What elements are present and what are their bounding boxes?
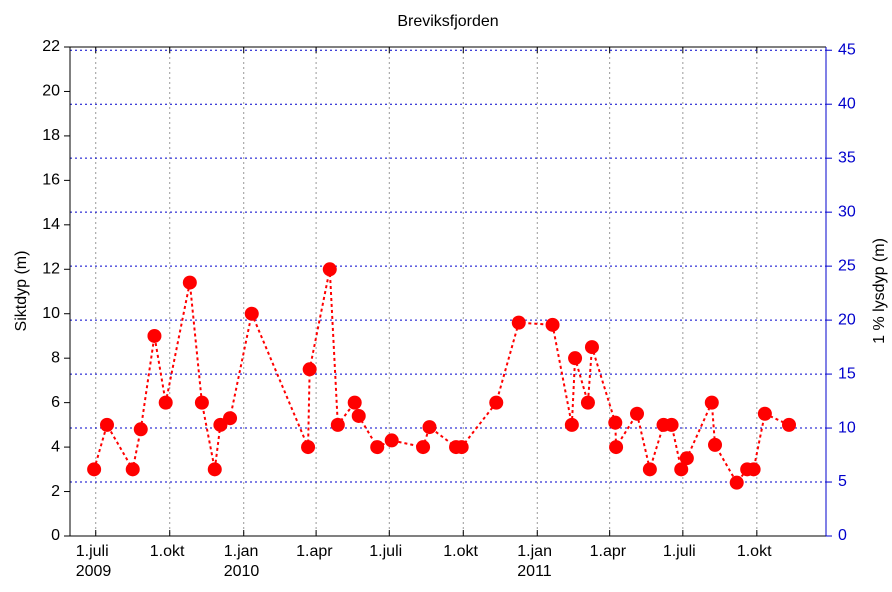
data-point <box>608 415 623 430</box>
x-tick-label: 1.juli 2009 <box>75 543 112 580</box>
x-tick-label: 1.okt <box>149 543 185 560</box>
data-point <box>568 351 583 366</box>
y-tick-label: 2 <box>51 483 60 500</box>
x-tick-label: 1.okt <box>736 543 772 560</box>
x-tick-label: 1.apr <box>296 543 333 560</box>
data-point <box>584 340 599 355</box>
y2-tick-label: 0 <box>838 527 847 544</box>
data-point <box>416 440 431 455</box>
y-tick-label: 14 <box>42 216 60 233</box>
data-point <box>351 408 366 423</box>
y-tick-label: 8 <box>51 349 60 366</box>
y2-axis-label: 1 % lysdyp (m) <box>871 238 888 344</box>
data-point <box>679 451 694 466</box>
data-point <box>133 422 148 437</box>
x-tick-label: 1.juli <box>369 543 403 560</box>
y2-tick-label: 40 <box>838 95 856 112</box>
data-point <box>454 440 469 455</box>
chart-title: Breviksfjorden <box>397 13 498 30</box>
data-point <box>422 420 437 435</box>
y-tick-label: 10 <box>42 305 60 322</box>
data-point <box>642 462 657 477</box>
y-tick-label: 16 <box>42 172 60 189</box>
y2-tick-label: 10 <box>838 419 856 436</box>
data-point <box>301 440 316 455</box>
y2-tick-label: 45 <box>838 41 856 58</box>
data-point <box>580 395 595 410</box>
x-tick-label: 1.jan 2011 <box>517 543 552 580</box>
data-point <box>489 395 504 410</box>
data-point <box>223 411 238 426</box>
data-point <box>194 395 209 410</box>
data-point <box>125 462 140 477</box>
y-tick-label: 6 <box>51 394 60 411</box>
data-point <box>630 406 644 421</box>
data-point <box>322 262 337 277</box>
data-point <box>545 317 560 332</box>
data-point <box>782 417 797 432</box>
data-point <box>511 315 526 330</box>
data-point <box>384 433 399 448</box>
data-point <box>729 475 744 490</box>
data-point <box>182 275 197 290</box>
data-point <box>704 395 719 410</box>
y-axis-label: Siktdyp (m) <box>13 251 30 332</box>
data-point <box>330 417 345 432</box>
x-tick-label: 1.apr <box>589 543 627 560</box>
data-point <box>664 417 679 432</box>
y-tick-label: 22 <box>42 38 60 55</box>
y-tick-label: 20 <box>42 83 60 100</box>
data-point <box>347 395 362 410</box>
y2-tick-label: 25 <box>838 257 856 274</box>
data-point <box>746 462 761 477</box>
y2-tick-label: 35 <box>838 149 856 166</box>
y2-tick-label: 20 <box>838 311 856 328</box>
y-tick-label: 18 <box>42 127 60 144</box>
data-point <box>158 395 173 410</box>
data-line <box>93 269 790 485</box>
data-point <box>757 406 772 421</box>
y2-tick-label: 15 <box>838 365 856 382</box>
data-point <box>674 462 689 477</box>
y2-tick-label: 30 <box>838 203 856 220</box>
data-point <box>87 462 102 477</box>
data-point <box>207 462 222 477</box>
y-tick-label: 4 <box>51 438 60 455</box>
x-tick-label: 1.okt <box>443 543 478 560</box>
data-point <box>244 306 259 321</box>
y-tick-label: 0 <box>51 527 60 544</box>
data-point <box>564 417 579 432</box>
y2-tick-label: 5 <box>838 473 847 490</box>
data-point <box>302 362 317 377</box>
data-point <box>708 437 723 452</box>
data-point <box>609 440 624 455</box>
x-tick-label: 1.juli <box>662 543 696 560</box>
x-tick-label: 1.jan 2010 <box>223 543 260 580</box>
y-tick-label: 12 <box>42 260 60 277</box>
data-point <box>99 417 114 432</box>
data-point <box>370 440 385 455</box>
data-point <box>147 328 162 343</box>
